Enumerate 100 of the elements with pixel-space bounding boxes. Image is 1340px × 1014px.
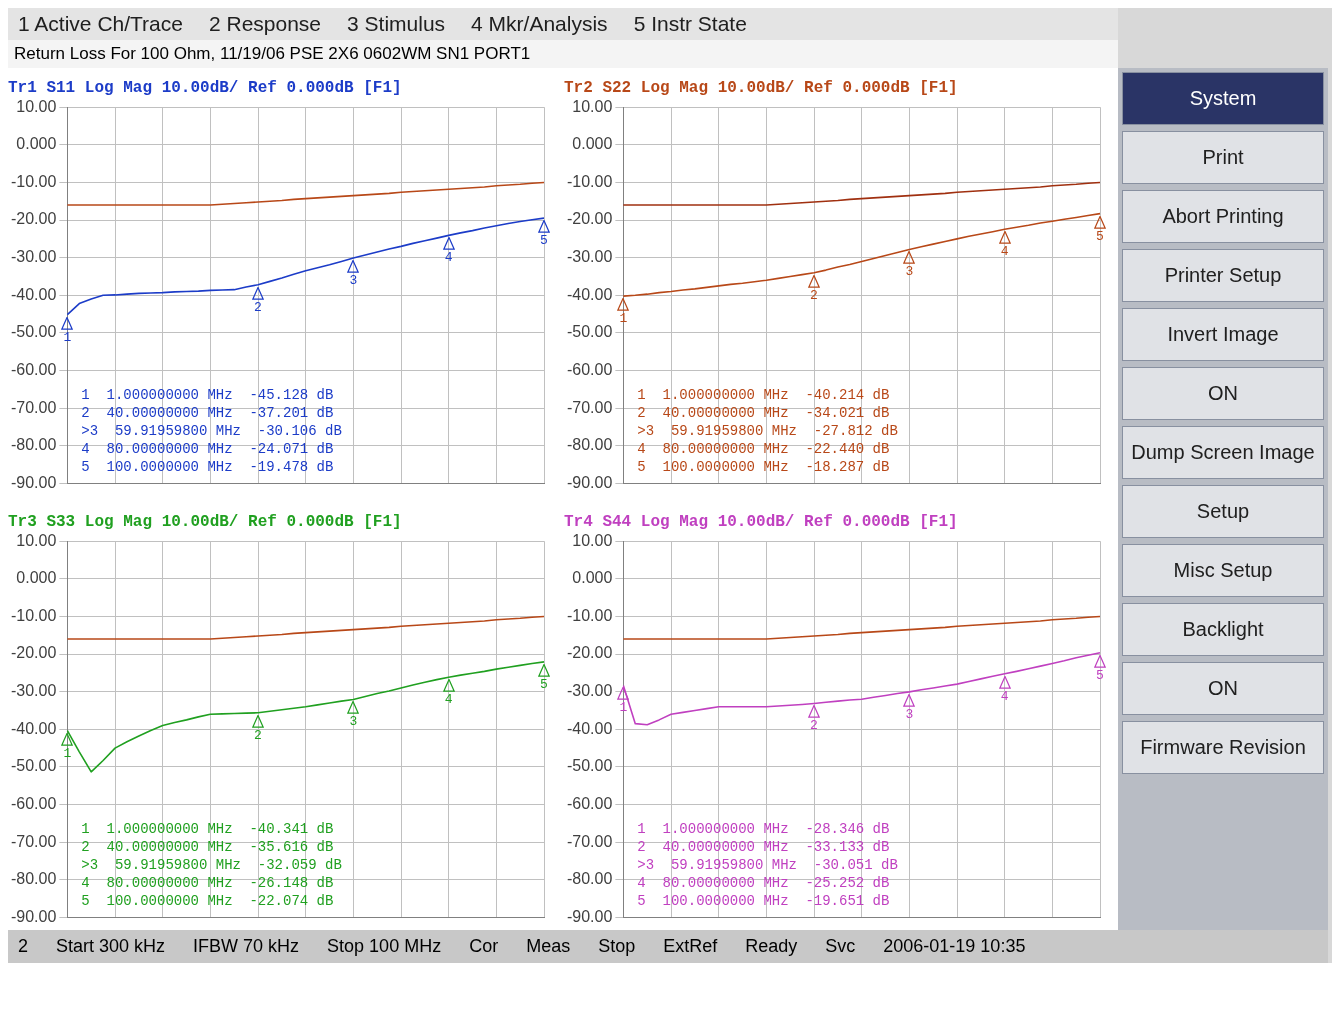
y-tick-label: -70.00	[10, 832, 57, 850]
y-tick-label: -20.00	[566, 210, 613, 228]
annotation: 1 1.000000000 MHz -28.346 dB	[637, 821, 890, 838]
annotation: 4	[444, 250, 453, 266]
annotation: 4 80.00000000 MHz -22.440 dB	[637, 441, 890, 458]
annotation: 3	[905, 264, 914, 280]
y-tick-label: 10.00	[16, 97, 57, 115]
y-tick-label: -30.00	[566, 682, 613, 700]
y-tick-label: -20.00	[10, 210, 57, 228]
annotation: 3	[349, 273, 358, 289]
annotation: >3 59.91959800 MHz -27.812 dB	[637, 423, 898, 440]
y-tick-label: -20.00	[566, 644, 613, 662]
y-tick-label: -10.00	[566, 606, 613, 624]
annotation: 4	[1000, 688, 1009, 704]
annotation: 5	[1096, 228, 1104, 244]
annotation: 4	[444, 692, 453, 708]
y-tick-label: -30.00	[10, 682, 57, 700]
chart-title: Tr4 S44 Log Mag 10.00dB/ Ref 0.000dB [F1]	[564, 512, 958, 531]
annotation: 5 100.0000000 MHz -22.074 dB	[81, 893, 334, 910]
y-tick-label: 0.000	[16, 569, 57, 587]
y-tick-label: -80.00	[566, 870, 613, 888]
y-tick-label: -10.00	[10, 606, 57, 624]
y-tick-label: -20.00	[10, 644, 57, 662]
y-tick-label: -90.00	[10, 907, 57, 925]
annotation: 4 80.00000000 MHz -24.071 dB	[81, 441, 334, 458]
annotation: 2	[810, 718, 818, 734]
y-tick-label: -10.00	[566, 172, 613, 190]
annotation: 5 100.0000000 MHz -19.478 dB	[81, 459, 334, 476]
y-tick-label: 10.00	[572, 97, 613, 115]
annotation: 2 40.00000000 MHz -33.133 dB	[637, 839, 890, 856]
text: System	[1122, 72, 1324, 125]
y-tick-label: -40.00	[10, 285, 57, 303]
y-tick-label: -60.00	[566, 360, 613, 378]
annotation: 2 40.00000000 MHz -37.201 dB	[81, 405, 334, 422]
text: 3 Stimulus	[347, 12, 446, 36]
text: Stop	[598, 936, 636, 957]
text: ON	[1122, 367, 1324, 420]
y-tick-label: -40.00	[566, 285, 613, 303]
text: 2 Response	[208, 12, 322, 36]
text: 1 Active Ch/Trace	[18, 12, 183, 36]
y-tick-label: -50.00	[566, 757, 613, 775]
y-tick-label: -80.00	[566, 436, 613, 454]
annotation: 5	[540, 676, 548, 692]
annotation: 3	[905, 706, 914, 722]
text: Stop 100 MHz	[327, 936, 442, 957]
annotation: 5	[1096, 667, 1104, 683]
annotation: 5 100.0000000 MHz -19.651 dB	[637, 893, 890, 910]
y-tick-label: -60.00	[566, 794, 613, 812]
text: Meas	[526, 936, 571, 957]
y-tick-label: -90.00	[566, 473, 613, 491]
y-tick-label: -60.00	[10, 794, 57, 812]
text: Print	[1122, 131, 1324, 184]
text: Firmware Revision	[1122, 721, 1324, 774]
y-tick-label: -50.00	[10, 323, 57, 341]
annotation: 4	[1000, 244, 1009, 260]
y-tick-label: -50.00	[10, 757, 57, 775]
text: Abort Printing	[1122, 190, 1324, 243]
annotation: >3 59.91959800 MHz -30.051 dB	[637, 857, 898, 874]
text: 2	[18, 936, 29, 957]
y-tick-label: -80.00	[10, 436, 57, 454]
annotation: 2 40.00000000 MHz -35.616 dB	[81, 839, 334, 856]
chart-title: Tr3 S33 Log Mag 10.00dB/ Ref 0.000dB [F1]	[8, 512, 402, 531]
annotation: 1	[619, 311, 628, 327]
chart-title: Tr1 S11 Log Mag 10.00dB/ Ref 0.000dB [F1]	[8, 78, 402, 97]
y-tick-label: 0.000	[16, 135, 57, 153]
annotation: 1 1.000000000 MHz -40.341 dB	[81, 821, 334, 838]
text: Invert Image	[1122, 308, 1324, 361]
annotation: 4 80.00000000 MHz -25.252 dB	[637, 875, 890, 892]
text: Backlight	[1122, 603, 1324, 656]
y-tick-label: -50.00	[566, 323, 613, 341]
annotation: 2	[254, 299, 262, 315]
y-tick-label: -40.00	[566, 719, 613, 737]
text: Ready	[745, 936, 798, 957]
text: Return Loss For 100 Ohm, 11/19/06 PSE 2X6 0602WM SN1 PORT1	[8, 40, 1118, 68]
y-tick-label: -30.00	[10, 248, 57, 266]
y-tick-label: -70.00	[566, 832, 613, 850]
annotation: 1 1.000000000 MHz -45.128 dB	[81, 387, 334, 404]
annotation: 3	[349, 714, 358, 730]
annotation: >3 59.91959800 MHz -30.106 dB	[81, 423, 342, 440]
text: 2006-01-19 10:35	[883, 936, 1026, 957]
annotation: 4 80.00000000 MHz -26.148 dB	[81, 875, 334, 892]
y-tick-label: -30.00	[566, 248, 613, 266]
annotation: 5	[540, 233, 548, 249]
text: ON	[1122, 662, 1324, 715]
annotation: 1 1.000000000 MHz -40.214 dB	[637, 387, 890, 404]
text: Dump Screen Image	[1122, 426, 1324, 479]
text: 5 Instr State	[633, 12, 747, 36]
y-tick-label: -10.00	[10, 172, 57, 190]
text: Printer Setup	[1122, 249, 1324, 302]
chart-title: Tr2 S22 Log Mag 10.00dB/ Ref 0.000dB [F1]	[564, 78, 958, 97]
y-tick-label: 10.00	[16, 531, 57, 549]
y-tick-label: -90.00	[10, 473, 57, 491]
text: Svc	[825, 936, 856, 957]
text: 4 Mkr/Analysis	[471, 12, 608, 36]
y-tick-label: -70.00	[10, 398, 57, 416]
annotation: 5 100.0000000 MHz -18.287 dB	[637, 459, 890, 476]
y-tick-label: -90.00	[566, 907, 613, 925]
y-tick-label: 10.00	[572, 531, 613, 549]
text: Setup	[1122, 485, 1324, 538]
annotation: >3 59.91959800 MHz -32.059 dB	[81, 857, 342, 874]
